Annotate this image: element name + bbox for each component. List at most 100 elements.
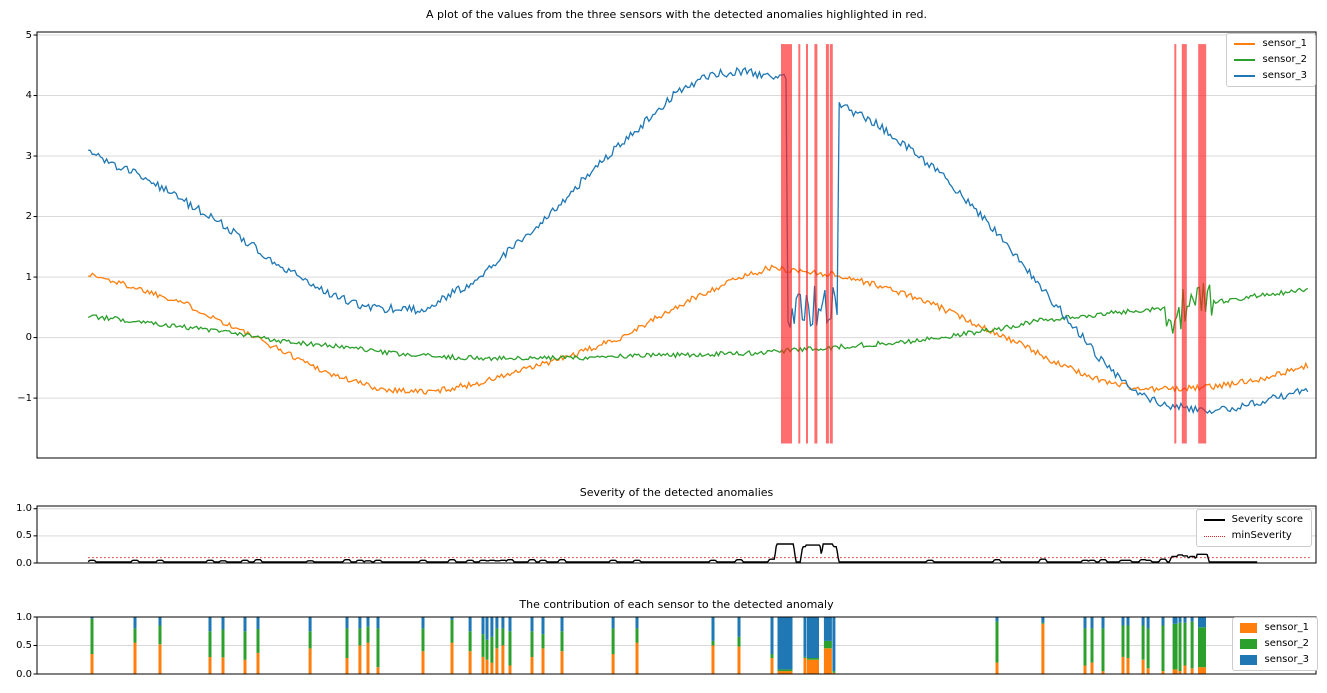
contribution-bar-segment	[1146, 668, 1150, 674]
y-tick-label: 1.0	[16, 503, 32, 515]
contribution-bar-segment	[421, 651, 425, 674]
legend-label-min-severity: minSeverity	[1231, 530, 1292, 541]
y-tick-label: 1.0	[16, 611, 32, 623]
contribution-bar-segment	[1083, 665, 1087, 674]
contribution-bar-segment	[1121, 617, 1125, 626]
top-chart-anomaly-spans	[781, 44, 1207, 444]
contribution-bar-segment	[308, 648, 312, 675]
anomaly-span	[781, 44, 792, 444]
contribution-bar-segment	[770, 617, 774, 655]
contribution-bar-segment	[1126, 617, 1130, 626]
contribution-bar-segment	[560, 631, 564, 652]
contribution-bar-segment	[243, 659, 247, 675]
anomaly-span	[1174, 44, 1177, 444]
contribution-bar-segment	[1090, 617, 1094, 629]
contribution-bar-segment	[376, 628, 380, 668]
contribution-bar-segment	[481, 656, 485, 674]
contribution-bar-segment	[635, 642, 639, 674]
y-tick-label: 2	[25, 211, 32, 223]
middle-chart-legend: Severity score minSeverity	[1195, 509, 1312, 547]
anomaly-span	[1181, 44, 1187, 444]
contribution-bar-segment	[1178, 671, 1182, 674]
contribution-bar-segment	[495, 617, 499, 629]
contribution-bar-segment	[770, 654, 774, 658]
contribution-bar-segment	[495, 648, 499, 675]
contribution-bar-segment	[1090, 628, 1094, 663]
contribution-bar-segment	[1083, 617, 1087, 629]
contribution-bar-segment	[158, 617, 162, 626]
contribution-bar-segment	[358, 628, 362, 646]
legend-item-sensor-2: sensor_2	[1234, 54, 1307, 66]
contribution-bar-segment	[635, 617, 639, 629]
contribution-bar-segment	[803, 658, 807, 674]
legend-item-severity-score: Severity score	[1203, 514, 1303, 526]
top-chart-grid	[37, 34, 1316, 399]
contribution-bar-segment	[158, 644, 162, 674]
contribution-bar-segment	[221, 629, 225, 658]
contribution-bar-segment	[807, 617, 819, 658]
anomaly-span	[829, 44, 833, 444]
contribution-bar-segment	[1161, 625, 1165, 672]
sensor_3-line	[88, 66, 1309, 415]
contribution-bar-segment	[133, 628, 137, 643]
contribution-bar-segment	[1172, 617, 1178, 624]
legend-item-sensor-1-patch: sensor_1	[1240, 622, 1309, 634]
contribution-bar-segment	[823, 648, 832, 675]
contribution-bar-segment	[1198, 667, 1206, 674]
contribution-bar-segment	[530, 617, 534, 632]
sensor-1-patch-swatch	[1240, 623, 1258, 633]
legend-item-min-severity: minSeverity	[1203, 530, 1303, 542]
contribution-bar-segment	[1041, 622, 1045, 624]
top-chart-legend: sensor_1 sensor_2 sensor_3	[1226, 33, 1316, 87]
contribution-bar-segment	[1126, 658, 1130, 674]
y-tick-label: 0.0	[16, 557, 32, 569]
contribution-bar-segment	[611, 654, 615, 674]
contribution-bar-segment	[560, 617, 564, 632]
contribution-bar-segment	[501, 628, 505, 646]
contribution-bar-segment	[366, 617, 370, 627]
contribution-bar-segment	[208, 656, 212, 674]
contribution-bar-segment	[485, 617, 489, 640]
contribution-bar-segment	[481, 617, 485, 635]
contribution-bar-segment	[450, 619, 454, 643]
contribution-bar-segment	[256, 617, 260, 629]
contribution-bar-segment	[485, 659, 489, 675]
top-chart-title: A plot of the values from the three sens…	[426, 8, 927, 21]
contribution-bar-segment	[1141, 617, 1145, 626]
sensor-3-patch-swatch	[1240, 655, 1258, 665]
contribution-bar-segment	[807, 659, 819, 675]
contribution-bar-segment	[1172, 623, 1178, 670]
contribution-bar-segment	[345, 658, 349, 674]
contribution-bar-segment	[777, 671, 793, 674]
contribution-bar-segment	[421, 628, 425, 652]
legend-item-sensor-2-patch: sensor_2	[1240, 638, 1309, 650]
contribution-bar-segment	[501, 645, 505, 674]
contribution-bar-segment	[1141, 659, 1145, 675]
severity-score-line	[87, 543, 1258, 563]
contribution-bar-segment	[1190, 617, 1194, 622]
contribution-bar-segment	[711, 617, 715, 641]
contribution-bar-segment	[158, 625, 162, 645]
anomaly-span	[814, 44, 818, 444]
contribution-bar-segment	[243, 617, 247, 632]
contribution-bar-segment	[530, 656, 534, 674]
contribution-bar-segment	[1090, 662, 1094, 674]
contribution-bar-segment	[308, 631, 312, 649]
contribution-bar-segment	[256, 629, 260, 653]
contribution-bar-segment	[490, 617, 494, 637]
contribution-bar-segment	[1041, 617, 1045, 623]
sensor-1-line-swatch	[1234, 43, 1256, 45]
contribution-bar-segment	[1183, 617, 1187, 623]
legend-label-sensor-1: sensor_1	[1264, 622, 1309, 633]
contribution-bar-segment	[1178, 617, 1182, 623]
anomaly-span	[806, 44, 808, 444]
contribution-bar-segment	[450, 642, 454, 674]
contribution-bar-segment	[1121, 625, 1125, 657]
top-chart-series	[87, 66, 1309, 415]
contribution-bar-segment	[366, 626, 370, 643]
legend-item-sensor-1: sensor_1	[1234, 38, 1307, 50]
contribution-bar-segment	[495, 628, 499, 649]
contribution-bar-segment	[345, 617, 349, 629]
bottom-chart-bars	[90, 617, 1206, 675]
